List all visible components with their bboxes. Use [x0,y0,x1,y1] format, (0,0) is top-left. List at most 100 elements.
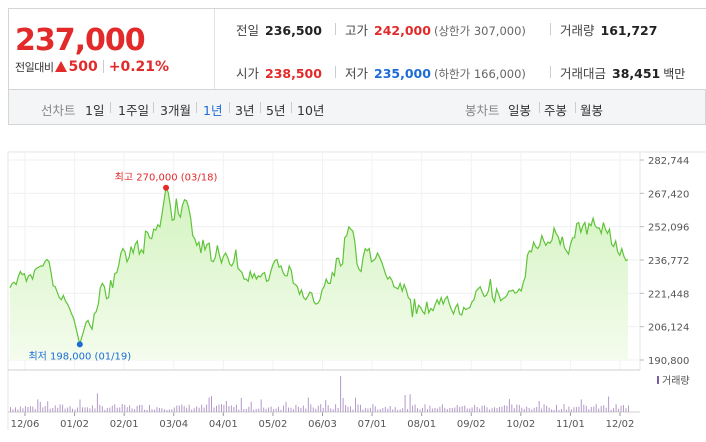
volume-bar [201,404,203,412]
volume-bar [600,406,602,412]
volume-bar [253,409,255,412]
period-3y[interactable]: 3년 [235,103,255,118]
volume-bar [414,404,416,412]
volume-bar [77,407,78,412]
volume-bar [427,409,428,412]
volume-bar [345,405,347,412]
volume-bar [372,404,374,412]
volume-bar [332,409,334,412]
volume-bar [446,409,448,412]
period-3m[interactable]: 3개월 [160,103,191,118]
volume-bar [82,407,83,412]
y-tick-label: 190,800 [648,356,689,367]
volume-bar [240,397,242,412]
volume-bar [360,404,361,412]
volume-bar [149,405,150,412]
period-1y[interactable]: 1년 [203,103,223,118]
volume-bar [367,408,369,412]
volume-bar [168,409,170,412]
volume-bar [211,396,212,412]
volume-bar [283,405,284,412]
candle-monthly[interactable]: 월봉 [580,103,604,118]
volume-bar [320,404,322,412]
volume-bar [541,408,543,412]
volume-bar [238,409,240,412]
volume-bar [17,409,19,412]
volume-bar [610,410,612,412]
volume-bar [27,407,29,412]
volume-bar [347,406,349,412]
period-5y[interactable]: 5년 [266,103,286,118]
volume-bar [213,407,215,412]
x-tick-label: 12/02 [606,419,635,430]
volume-bar [407,409,409,412]
volume-bar [171,409,173,412]
volume-bar [196,406,198,412]
volume-bar [235,404,237,412]
volume-bar [511,404,513,412]
volume-bar [183,406,185,412]
volume-bar [526,406,528,412]
price-line [9,185,629,345]
volume-bar [479,408,481,412]
prev-close-stat: 전일 236,500 [236,20,322,39]
volume-bar [156,407,158,412]
volume-bar [350,406,351,412]
volume-bar [335,404,337,412]
price-chart: 282,744 267,420 252,096 236,772 221,448 206,1… [7,151,706,430]
volume-bar [191,409,193,412]
volume-bar [300,407,302,412]
volume-bar [307,397,309,412]
volume-bar [322,407,324,412]
volume-bar [593,406,595,412]
volume-bar [34,408,36,412]
volume-bar [476,407,478,412]
period-1w[interactable]: 1주일 [118,103,149,118]
volume-bar [548,407,550,412]
prev-close-label: 전일 [236,23,260,38]
x-tick-label: 04/01 [209,419,238,430]
y-tick-label: 252,096 [648,223,689,234]
period-10y[interactable]: 10년 [297,103,325,118]
volume-bar [37,399,39,412]
volume-bar [566,409,567,412]
volume-bar [193,408,195,412]
x-tick-label: 02/01 [110,419,139,430]
chart-period-bar: 선차트 1일 1주일 3개월 1년 3년 5년 10년 봉차트 일봉 주봉 월봉 [8,90,706,125]
y-tick-label: 236,772 [648,256,689,267]
volume-bar [59,404,61,412]
volume-bar [144,409,145,412]
volume-bar [496,408,498,412]
volume-bar [466,408,468,412]
x-tick-label: 06/03 [308,419,337,430]
candle-weekly[interactable]: 주봉 [544,103,568,118]
period-1d[interactable]: 1일 [85,103,105,118]
volume-bar [317,405,319,412]
volume-bar [325,400,327,412]
volume-bar [352,409,354,412]
volume-bar [556,404,557,412]
volume-bar [355,397,356,412]
divider [153,102,154,113]
volume-bar [518,404,520,412]
high-label: 고가 [345,23,369,38]
volume-bar [258,408,260,412]
y-tick-label: 267,420 [648,189,689,200]
volume-bar [595,404,597,412]
y-axis-labels: 282,744 267,420 252,096 236,772 221,448 206,1… [648,156,689,367]
candle-chart-label: 봉차트 [465,103,500,118]
volume-bar [429,405,431,412]
volume-bar [431,408,433,412]
candle-daily[interactable]: 일봉 [508,103,532,118]
volume-bar [96,393,98,412]
x-axis-labels: 12/06 01/02 02/01 03/04 04/01 05/02 06/03 07/01… [11,419,635,430]
volume-bar [461,406,463,412]
volume-bar [489,409,490,412]
volume-bar [302,405,304,412]
lower-limit: (하한가 166,000) [433,67,526,81]
volume-bar [126,407,128,412]
volume-bar [268,407,270,412]
volume-bar [216,405,217,412]
volume-bar [528,407,530,412]
divider [110,102,111,113]
